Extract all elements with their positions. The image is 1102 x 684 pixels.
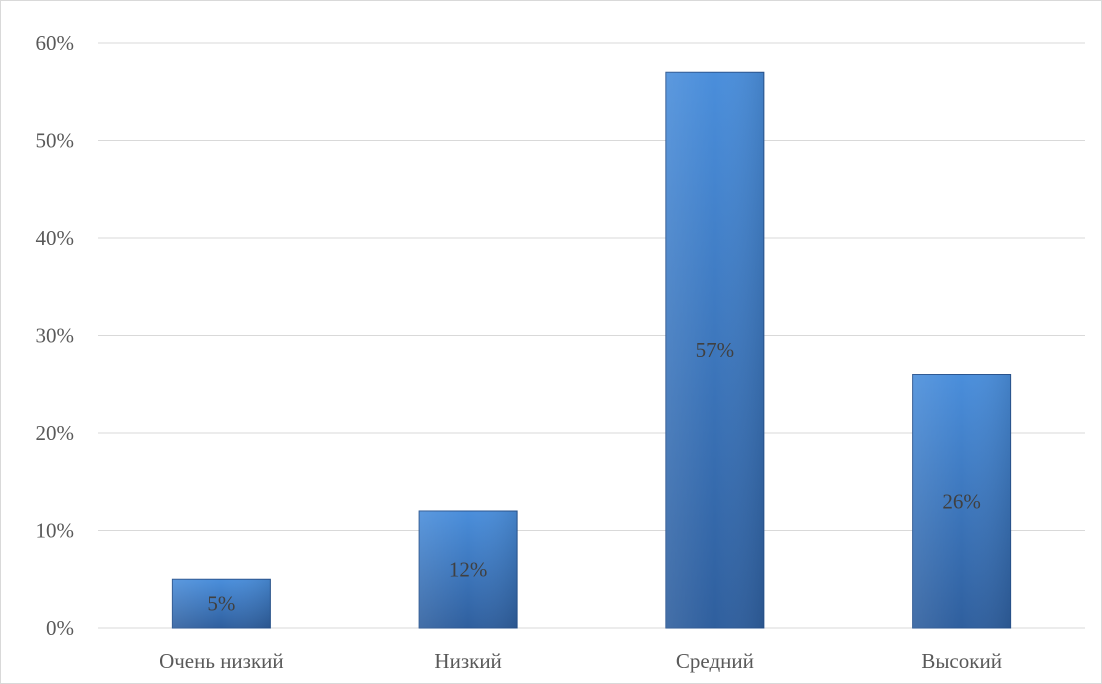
bar-sheen <box>172 579 271 628</box>
y-axis: 0% 10% 20% 30% 40% 50% 60% <box>36 31 75 640</box>
bar-sheen <box>419 511 518 628</box>
y-tick-label: 60% <box>36 31 75 55</box>
x-category-label: Высокий <box>921 649 1002 673</box>
x-category-label: Низкий <box>434 649 501 673</box>
y-tick-label: 0% <box>46 616 74 640</box>
data-label: 12% <box>449 558 488 582</box>
y-tick-label: 40% <box>36 226 75 250</box>
y-tick-label: 10% <box>36 519 75 543</box>
bar-sheen <box>665 72 764 628</box>
data-label: 5% <box>207 592 235 616</box>
x-category-label: Очень низкий <box>159 649 284 673</box>
y-tick-label: 30% <box>36 324 75 348</box>
x-axis: Очень низкий Низкий Средний Высокий <box>159 649 1002 673</box>
data-labels: 5% 12% 57% 26% <box>207 338 981 616</box>
y-tick-label: 50% <box>36 129 75 153</box>
bars <box>171 71 1012 629</box>
y-tick-label: 20% <box>36 421 75 445</box>
data-label: 26% <box>942 489 981 513</box>
data-label: 57% <box>696 338 735 362</box>
bar-sheen <box>912 374 1011 628</box>
x-category-label: Средний <box>676 649 754 673</box>
